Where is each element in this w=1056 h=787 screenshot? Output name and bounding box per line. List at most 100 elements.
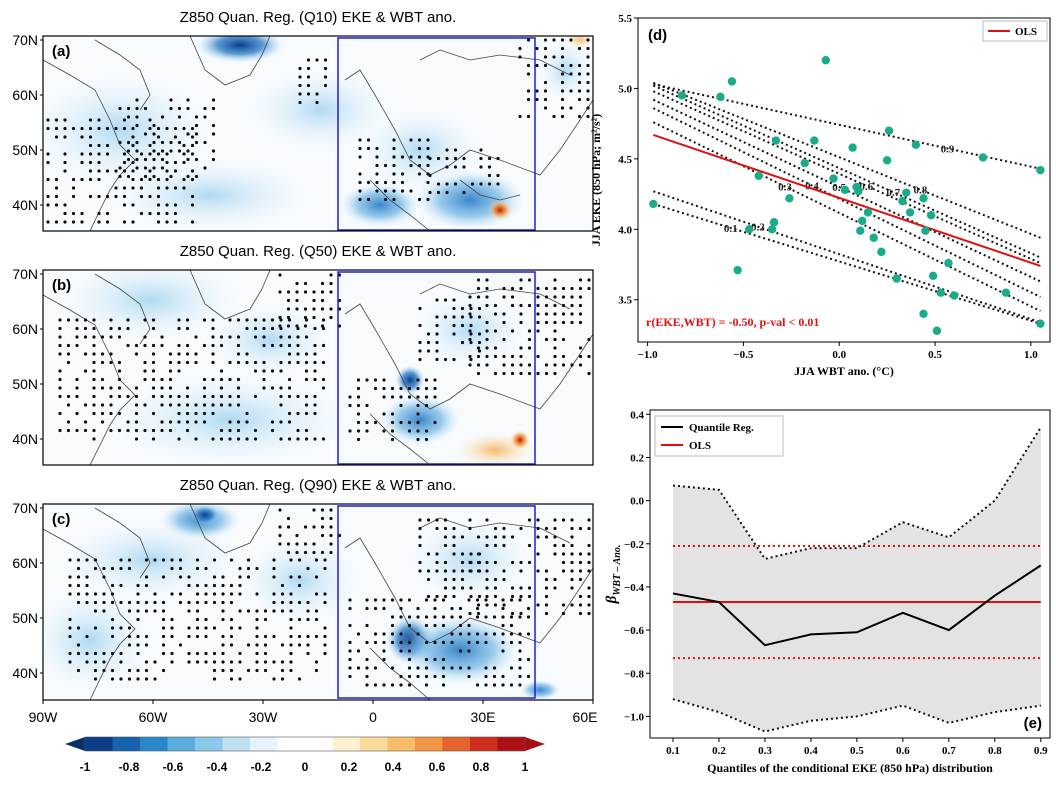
significance-dot xyxy=(160,335,164,339)
significance-dot xyxy=(160,343,164,348)
significance-dot xyxy=(136,651,140,656)
significance-dot xyxy=(272,660,276,664)
significance-dot xyxy=(297,643,302,647)
significance-dot xyxy=(228,403,232,407)
significance-dot xyxy=(160,420,164,424)
significance-dot xyxy=(143,132,148,136)
significance-dot xyxy=(476,603,481,607)
significance-dot xyxy=(144,558,149,562)
panel-label: (d) xyxy=(648,27,667,44)
significance-dot xyxy=(375,163,379,168)
significance-dot xyxy=(578,560,583,565)
significance-dot xyxy=(148,126,152,131)
significance-dot xyxy=(416,666,420,670)
significance-dot xyxy=(399,615,403,619)
significance-dot xyxy=(416,606,420,611)
significance-dot xyxy=(178,575,183,579)
significance-dot xyxy=(296,394,300,399)
significance-dot xyxy=(435,315,439,319)
significance-dot xyxy=(399,420,403,425)
data-point xyxy=(733,265,742,275)
significance-dot xyxy=(303,307,308,311)
significance-dot xyxy=(313,343,317,348)
significance-dot xyxy=(278,542,282,546)
significance-dot xyxy=(329,525,333,529)
significance-dot xyxy=(190,203,195,207)
significance-dot xyxy=(165,211,169,216)
lat-tick-label: 40N xyxy=(12,197,38,213)
significance-dot xyxy=(407,429,412,433)
significance-dot xyxy=(445,190,449,195)
significance-dot xyxy=(278,273,282,277)
significance-dot xyxy=(392,146,396,151)
significance-dot xyxy=(476,371,481,376)
significance-dot xyxy=(400,155,405,159)
colorbar-tick-label: 0.6 xyxy=(429,760,446,774)
significance-dot xyxy=(450,640,454,645)
significance-dot xyxy=(105,169,110,173)
significance-dot xyxy=(560,80,565,85)
significance-dot xyxy=(117,335,122,339)
significance-dot xyxy=(467,598,471,602)
significance-dot xyxy=(445,182,449,186)
significance-dot xyxy=(587,526,591,531)
significance-dot xyxy=(306,643,310,647)
significance-dot xyxy=(418,306,422,311)
significance-dot xyxy=(475,683,480,687)
significance-dot xyxy=(296,428,300,433)
significance-dot xyxy=(134,411,139,416)
significance-dot xyxy=(119,583,123,588)
significance-dot xyxy=(253,326,258,331)
significance-dot xyxy=(134,343,139,348)
significance-dot xyxy=(279,437,283,441)
significance-dot xyxy=(510,363,515,367)
significance-dot xyxy=(578,320,583,325)
significance-dot xyxy=(485,577,489,582)
significance-dot xyxy=(221,575,225,579)
significance-dot xyxy=(58,428,62,433)
significance-dot xyxy=(569,72,573,76)
significance-dot xyxy=(85,660,89,664)
significance-dot xyxy=(246,668,251,673)
significance-dot xyxy=(416,632,420,636)
significance-dot xyxy=(392,189,396,193)
significance-dot xyxy=(469,332,473,336)
significance-dot xyxy=(118,166,122,170)
significance-dot xyxy=(131,135,135,139)
significance-dot xyxy=(518,114,522,119)
significance-dot xyxy=(306,83,311,88)
significance-dot xyxy=(536,603,540,607)
significance-dot xyxy=(544,312,549,316)
significance-dot xyxy=(501,683,505,687)
significance-dot xyxy=(92,326,96,331)
significance-dot xyxy=(279,343,283,348)
significance-dot xyxy=(485,278,489,282)
significance-dot xyxy=(475,615,480,619)
quantile-line-label: 0.1 xyxy=(724,223,738,235)
significance-dot xyxy=(543,63,548,68)
significance-dot xyxy=(356,632,361,636)
significance-dot xyxy=(320,281,325,286)
colorbar-swatch xyxy=(250,737,278,751)
significance-dot xyxy=(578,526,583,531)
significance-dot xyxy=(306,600,310,605)
significance-dot xyxy=(587,552,591,556)
significance-dot xyxy=(561,295,566,299)
significance-dot xyxy=(195,634,200,639)
significance-dot xyxy=(468,526,472,531)
significance-dot xyxy=(418,323,422,328)
significance-dot xyxy=(136,609,140,613)
significance-dot xyxy=(358,189,362,193)
significance-dot xyxy=(92,377,96,382)
significance-dot xyxy=(118,140,122,145)
x-tick-label: 0.0 xyxy=(832,349,846,361)
significance-dot xyxy=(211,411,215,416)
significance-dot xyxy=(306,651,310,656)
significance-dot xyxy=(297,617,302,622)
significance-dot xyxy=(80,126,84,131)
significance-dot xyxy=(127,626,132,630)
significance-dot xyxy=(435,340,439,345)
significance-dot xyxy=(71,186,76,190)
significance-dot xyxy=(114,186,118,190)
significance-dot xyxy=(323,558,327,562)
